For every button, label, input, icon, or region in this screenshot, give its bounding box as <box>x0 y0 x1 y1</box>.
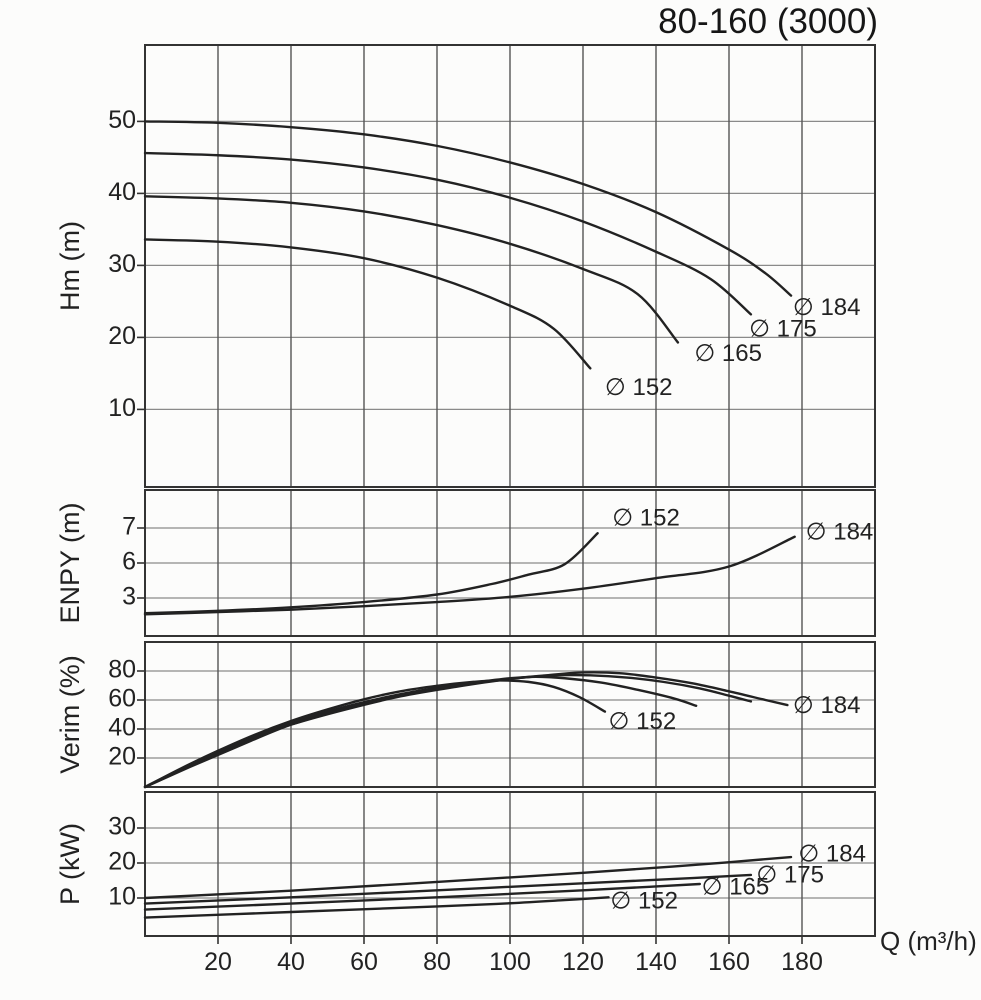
curve-184 <box>143 535 796 616</box>
y-tick-label: 40 <box>108 714 136 742</box>
x-tick-label: 80 <box>423 948 451 976</box>
curve-label: ∅ 165 <box>702 874 770 901</box>
x-tick-label: 40 <box>277 948 305 976</box>
curve-165 <box>143 675 698 789</box>
curve-175 <box>143 873 753 905</box>
curve-165 <box>143 195 680 344</box>
curve-label: ∅ 152 <box>609 708 677 735</box>
y-tick-label: 60 <box>108 685 136 713</box>
panel-border <box>144 641 876 788</box>
x-axis-label: Q (m³/h) <box>880 926 977 956</box>
curve-label: ∅ 175 <box>756 862 824 889</box>
x-tick-label: 140 <box>635 948 677 976</box>
y-tick-label: 20 <box>108 848 136 876</box>
curve-label: ∅ 152 <box>612 505 680 532</box>
curve-184 <box>143 120 793 297</box>
curve-label: ∅ 165 <box>694 340 762 367</box>
x-tick-label: 60 <box>350 948 378 976</box>
panel-border <box>144 44 876 488</box>
curve-label: ∅ 184 <box>793 692 861 719</box>
curve-152 <box>143 238 592 370</box>
x-axis: 20 40 60 80 100 120 140 160 180 Q (m³/h) <box>204 926 977 976</box>
curve-label: ∅ 152 <box>605 374 673 401</box>
y-tick-label: 6 <box>122 548 136 576</box>
panel-power: 10 20 30 P (kW) ∅ 184∅ 175∅ 165 ∅ 152 <box>55 791 876 937</box>
y-tick-label: 40 <box>108 178 136 206</box>
y-tick-label: 10 <box>108 883 136 911</box>
curve-184 <box>143 855 793 900</box>
y-axis-label: P (kW) <box>55 823 85 905</box>
y-tick-label: 20 <box>108 322 136 350</box>
panel-head: 10 20 30 40 50 Hm (m) ∅ 184∅ 175∅ 165 ∅ 152 <box>55 44 876 488</box>
curve-165 <box>143 882 701 911</box>
curve-label: ∅ 184 <box>793 294 861 321</box>
y-tick-label: 80 <box>108 656 136 684</box>
x-tick-label: 180 <box>781 948 823 976</box>
y-axis-label: ENPY (m) <box>55 502 85 623</box>
panel-border <box>144 489 876 637</box>
curve-152 <box>143 896 610 919</box>
y-tick-label: 30 <box>108 813 136 841</box>
curve-label: ∅ 175 <box>749 316 817 343</box>
panel-npsh: 3 6 7 ENPY (m) ∅ 152 ∅ 184 <box>55 489 876 637</box>
curve-175 <box>143 151 753 316</box>
curve-label: ∅ 152 <box>610 888 678 915</box>
y-tick-label: 20 <box>108 743 136 771</box>
x-tick-label: 160 <box>708 948 750 976</box>
x-tick-label: 20 <box>204 948 232 976</box>
y-tick-label: 30 <box>108 250 136 278</box>
chart-title: 80-160 (3000) <box>658 2 878 41</box>
y-axis-label: Hm (m) <box>55 221 85 311</box>
curve-152 <box>143 532 599 615</box>
y-tick-label: 50 <box>108 106 136 134</box>
curve-152 <box>143 679 607 789</box>
x-tick-label: 120 <box>562 948 604 976</box>
curve-label: ∅ 184 <box>798 840 866 867</box>
y-tick-label: 3 <box>122 583 136 611</box>
x-tick-label: 100 <box>489 948 531 976</box>
y-tick-label: 7 <box>122 513 136 541</box>
y-axis-label: Verim (%) <box>55 655 85 774</box>
y-tick-label: 10 <box>108 394 136 422</box>
curve-label: ∅ 184 <box>806 519 874 546</box>
